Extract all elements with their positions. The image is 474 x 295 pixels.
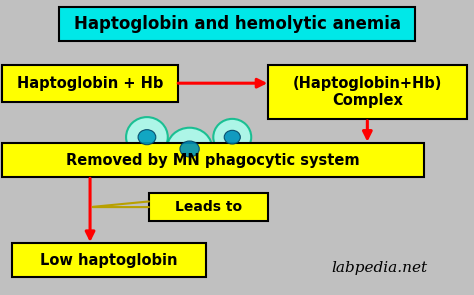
Ellipse shape <box>180 141 199 157</box>
FancyBboxPatch shape <box>2 65 178 102</box>
Text: Haptoglobin and hemolytic anemia: Haptoglobin and hemolytic anemia <box>73 15 401 33</box>
Ellipse shape <box>224 130 240 144</box>
Ellipse shape <box>126 117 168 157</box>
Ellipse shape <box>213 119 251 155</box>
Text: Haptoglobin + Hb: Haptoglobin + Hb <box>17 76 163 91</box>
Ellipse shape <box>167 128 212 170</box>
FancyBboxPatch shape <box>268 65 467 119</box>
Text: Removed by MN phagocytic system: Removed by MN phagocytic system <box>66 153 360 168</box>
FancyBboxPatch shape <box>12 243 206 277</box>
FancyBboxPatch shape <box>2 143 424 177</box>
FancyBboxPatch shape <box>59 7 415 41</box>
Ellipse shape <box>138 130 156 145</box>
Text: Low haptoglobin: Low haptoglobin <box>40 253 178 268</box>
Text: labpedia.net: labpedia.net <box>331 261 427 276</box>
Text: (Haptoglobin+Hb)
Complex: (Haptoglobin+Hb) Complex <box>292 76 442 108</box>
Text: Leads to: Leads to <box>175 200 242 214</box>
FancyBboxPatch shape <box>149 193 268 221</box>
